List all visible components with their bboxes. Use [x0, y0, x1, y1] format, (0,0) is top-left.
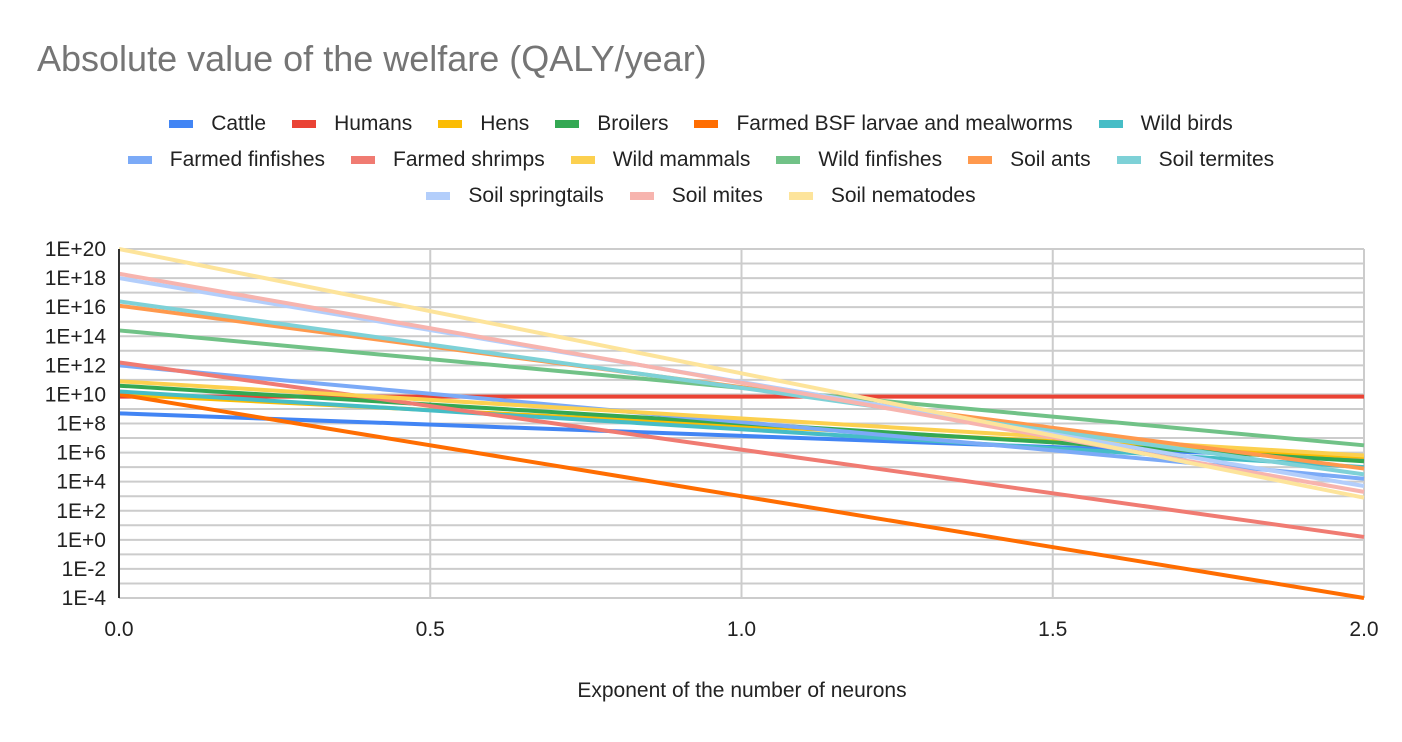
legend-item[interactable]: Farmed finfishes: [127, 148, 326, 172]
legend-swatch: [292, 120, 317, 128]
legend-row: Farmed finfishes Farmed shrimps Wild mamma…: [0, 148, 1402, 172]
legend-swatch: [776, 156, 801, 164]
legend-swatch: [788, 192, 813, 200]
y-tick-label: 1E+20: [45, 238, 106, 261]
legend-swatch: [1098, 120, 1123, 128]
y-tick-label: 1E+14: [45, 325, 107, 348]
y-tick-label: 1E+0: [56, 529, 106, 552]
gridlines: [119, 248, 1365, 599]
legend-swatch: [570, 156, 595, 164]
legend-swatch: [1116, 156, 1141, 164]
legend-label: Soil ants: [1010, 148, 1091, 171]
legend-label: Soil nematodes: [830, 184, 976, 207]
x-tick-label: 0.5: [416, 618, 445, 641]
series-line-farmed-finfishes[interactable]: [118, 363, 1365, 481]
legend-item[interactable]: Wild finfishes: [776, 148, 942, 172]
legend-label: Soil springtails: [468, 184, 604, 207]
series-line-farmed-shrimps[interactable]: [118, 360, 1365, 539]
series-lines: [118, 247, 1365, 600]
chart-title: Absolute value of the welfare (QALY/year…: [37, 38, 707, 79]
legend-swatch: [351, 156, 376, 164]
legend-row: Cattle Humans Hens Broilers Farmed BSF larva…: [0, 112, 1402, 136]
x-tick-label: 2.0: [1349, 618, 1378, 641]
y-tick-labels: 1E+20 1E+18 1E+16 1E+14 1E+12 1E+10 1E+8 1E+6 1E…: [45, 238, 107, 610]
series-line-soil-termites[interactable]: [118, 299, 1365, 477]
legend-label: Soil termites: [1158, 148, 1275, 171]
y-tick-label: 1E+16: [45, 296, 106, 319]
y-tick-label: 1E-2: [62, 558, 106, 581]
y-tick-label: 1E+6: [56, 442, 106, 465]
y-tick-label: 1E+12: [45, 354, 106, 377]
legend-item[interactable]: Cattle: [169, 112, 266, 136]
legend-label: Humans: [334, 112, 413, 135]
y-tick-label: 1E+18: [45, 267, 106, 290]
legend-item[interactable]: Farmed BSF larvae and mealworms: [694, 112, 1073, 136]
legend-label: Wild birds: [1140, 112, 1233, 135]
legend-label: Farmed shrimps: [393, 148, 545, 171]
legend-item[interactable]: Humans: [292, 112, 412, 136]
x-axis-title: Exponent of the number of neurons: [577, 679, 907, 702]
legend-swatch: [438, 120, 463, 128]
legend-item[interactable]: Wild birds: [1098, 112, 1233, 136]
legend-label: Wild finfishes: [818, 148, 943, 171]
x-tick-labels: 0.0 0.5 1.0 1.5 2.0: [104, 618, 1378, 641]
legend-label: Soil mites: [671, 184, 763, 207]
legend-label: Cattle: [211, 112, 267, 135]
y-tick-label: 1E+10: [45, 383, 106, 406]
legend-item[interactable]: Soil nematodes: [788, 184, 976, 208]
legend-label: Broilers: [597, 112, 669, 135]
legend-label: Farmed BSF larvae and mealworms: [736, 112, 1073, 135]
series-line-farmed-bsf-larvae-and-mealworms[interactable]: [118, 392, 1365, 600]
legend-item[interactable]: Soil mites: [629, 184, 763, 208]
legend-item[interactable]: Wild mammals: [570, 148, 751, 172]
legend-row: Soil springtails Soil mites Soil nematodes: [0, 184, 1402, 208]
legend-item[interactable]: Soil ants: [968, 148, 1091, 172]
legend-swatch: [968, 156, 993, 164]
legend-swatch: [426, 192, 451, 200]
legend-item[interactable]: Broilers: [555, 112, 668, 136]
legend-item[interactable]: Soil springtails: [426, 184, 604, 208]
legend-item[interactable]: Soil termites: [1116, 148, 1275, 172]
legend-swatch: [555, 120, 580, 128]
legend-item[interactable]: Hens: [438, 112, 529, 136]
legend-swatch: [127, 156, 152, 164]
y-tick-label: 1E+8: [56, 413, 106, 436]
series-line-soil-nematodes[interactable]: [118, 247, 1365, 500]
legend-label: Hens: [480, 112, 530, 135]
legend-label: Farmed finfishes: [169, 148, 326, 171]
y-tick-label: 1E+2: [56, 500, 106, 523]
y-tick-label: 1E+4: [56, 471, 106, 494]
x-tick-label: 0.0: [104, 618, 133, 641]
y-tick-label: 1E-4: [62, 587, 107, 610]
legend-swatch: [169, 120, 194, 128]
legend-label: Wild mammals: [612, 148, 751, 171]
x-tick-label: 1.0: [727, 618, 756, 641]
legend-swatch: [694, 120, 719, 128]
x-tick-label: 1.5: [1038, 618, 1067, 641]
legend-item[interactable]: Farmed shrimps: [351, 148, 545, 172]
legend-swatch: [629, 192, 654, 200]
